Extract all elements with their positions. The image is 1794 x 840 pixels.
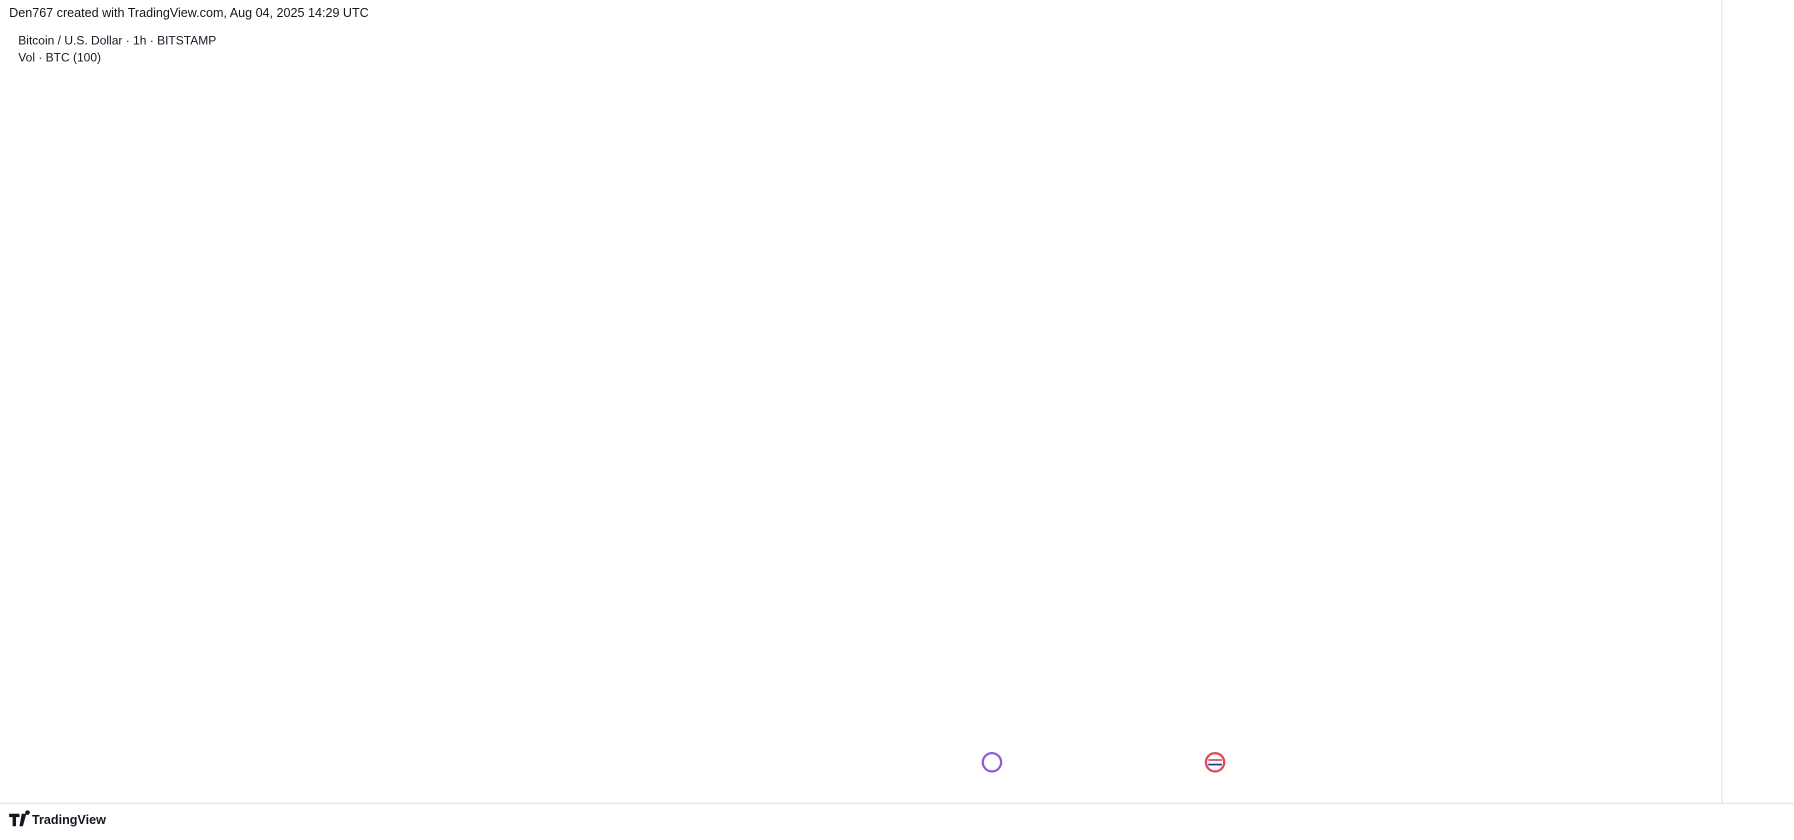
event-icon[interactable] [1204, 751, 1226, 773]
credit: Den767 created with TradingView.com, Aug… [9, 6, 369, 20]
volume-title: Vol · BTC (100) [18, 50, 101, 64]
footer-brand: TradingView [32, 813, 106, 827]
footer-logo [9, 810, 30, 827]
event-icon[interactable] [981, 751, 1003, 773]
symbol-title: Bitcoin / U.S. Dollar · 1h · BITSTAMP [18, 33, 216, 47]
legend: Bitcoin / U.S. Dollar · 1h · BITSTAMP Vo… [18, 33, 216, 64]
